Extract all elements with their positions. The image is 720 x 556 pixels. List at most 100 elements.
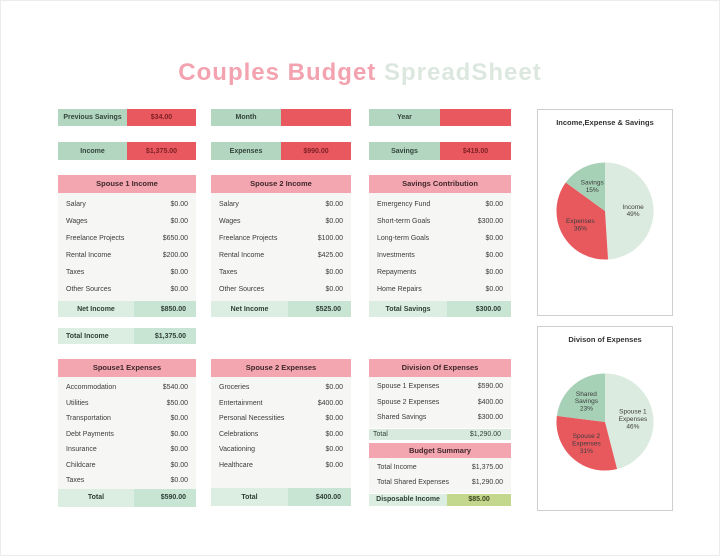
row-label: Short-term Goals [377,218,431,225]
spouse1-income-header: Spouse 1 Income [58,175,196,193]
income-kpi-value-cell[interactable]: $1,375.00 [127,142,196,160]
income-kpi-bar: Income $1,375.00 [58,142,196,160]
row-value-cell[interactable]: $0.00 [170,218,188,225]
row-label: Other Sources [219,286,265,293]
savings-contribution-table: Savings Contribution Emergency Fund $0.00… [369,175,511,317]
row-label: Home Repairs [377,286,422,293]
row-label: Taxes [66,269,85,276]
page-title: Couples Budget SpreadSheet [1,59,719,87]
table-row: Spouse 1 Expenses $590.00 [369,379,511,395]
row-label: Healthcare [219,461,253,469]
expenses-kpi-value-cell[interactable]: $990.00 [281,142,351,160]
row-value-cell[interactable]: $0.00 [485,252,503,259]
row-label: Spouse 2 Expenses [377,398,440,406]
row-value-cell[interactable]: $0.00 [170,430,188,438]
division-of-expenses-chart-panel: Divison of Expenses Spouse 1 Expenses 46% S… [537,326,673,511]
row-value-cell[interactable]: $1,375.00 [471,463,503,471]
row-value-cell[interactable]: $590.00 [477,383,503,391]
row-value-cell[interactable]: $0.00 [170,415,188,423]
table-row: Salary $0.00 [211,196,351,213]
total-value[interactable]: $400.00 [288,488,351,506]
previous-savings-value-cell[interactable]: $34.00 [127,109,196,126]
month-label: Month [211,109,281,126]
expenses-kpi-label: Expenses [211,142,281,160]
total-value[interactable]: $590.00 [133,488,196,507]
row-label: Accommodation [66,384,117,392]
row-value-cell[interactable]: $0.00 [325,201,343,208]
row-value-cell[interactable]: $0.00 [325,218,343,225]
row-value-cell[interactable]: $0.00 [485,286,503,293]
spouse2-expenses-table: Spouse 2 Expenses Groceries $0.00 Entertai… [211,359,351,506]
row-label: Salary [66,201,86,208]
row-value-cell[interactable]: $540.00 [162,384,188,392]
income-expense-savings-chart-panel: Income,Expense & Savings Income 49% Expens… [537,109,673,316]
division-and-summary-section: Division Of Expenses Spouse 1 Expenses $5… [369,359,511,506]
total-income-value[interactable]: $1,375.00 [133,328,196,344]
row-value-cell[interactable]: $0.00 [325,286,343,293]
row-value-cell[interactable]: $1,290.00 [471,479,503,487]
row-value-cell[interactable]: $100.00 [317,235,343,242]
row-label: Investments [377,252,415,259]
table-row: Childcare $0.00 [58,458,196,474]
row-value-cell[interactable]: $0.00 [325,269,343,276]
budget-summary-body: Total Income $1,375.00 Total Shared Expens… [369,457,511,493]
table-row: Transportation $0.00 [58,411,196,427]
row-value-cell[interactable]: $0.00 [170,269,188,276]
spouse1-expenses-total-row: Total $590.00 [58,488,196,507]
net-income-value[interactable]: $850.00 [133,301,196,317]
row-value-cell[interactable]: $0.00 [485,201,503,208]
total-income-label: Total Income [58,328,134,344]
row-value-cell[interactable]: $0.00 [325,461,343,469]
net-income-label: Net Income [211,301,288,317]
division-total-value[interactable]: $1,290.00 [469,430,501,438]
table-row: Emergency Fund $0.00 [369,196,511,213]
row-value-cell[interactable]: $400.00 [317,399,343,407]
row-value-cell[interactable]: $0.00 [170,446,188,454]
row-label: Rental Income [219,252,265,259]
row-value-cell[interactable]: $200.00 [162,252,188,259]
division-of-expenses-pie-chart: Spouse 1 Expenses 46% Spouse 2 Expenses 31% Sh… [556,373,654,471]
row-value-cell[interactable]: $400.00 [477,398,503,406]
row-value-cell[interactable]: $0.00 [485,269,503,276]
row-value-cell[interactable]: $0.00 [485,235,503,242]
table-row: Rental Income $425.00 [211,247,351,264]
spouse2-income-header: Spouse 2 Income [211,175,351,193]
month-value-cell[interactable] [281,109,351,126]
table-row: Repayments $0.00 [369,264,511,281]
row-value-cell[interactable]: $0.00 [325,415,343,423]
budget-summary-header: Budget Summary [369,442,511,458]
disposable-income-value[interactable]: $85.00 [447,493,511,506]
spouse1-income-total-row: Net Income $850.00 [58,301,196,317]
row-value-cell[interactable]: $300.00 [477,218,503,225]
row-value-cell[interactable]: $650.00 [162,235,188,242]
row-value-cell[interactable]: $0.00 [325,446,343,454]
pie-slice-shared-savings [556,373,605,422]
row-label: Salary [219,201,239,208]
row-value-cell[interactable]: $0.00 [170,286,188,293]
row-label: Childcare [66,461,96,469]
year-value-cell[interactable] [440,109,511,126]
table-row: Accommodation $540.00 [58,380,196,396]
row-value-cell[interactable]: $300.00 [477,414,503,422]
total-label: Total [58,488,134,507]
row-value-cell[interactable]: $0.00 [325,430,343,438]
chart1-title: Income,Expense & Savings [556,118,654,127]
row-value-cell[interactable]: $0.00 [170,461,188,469]
row-value-cell[interactable]: $0.00 [325,384,343,392]
row-value-cell[interactable]: $0.00 [170,201,188,208]
row-label: Taxes [219,269,238,276]
row-label: Spouse 1 Expenses [377,383,440,391]
row-value-cell[interactable]: $0.00 [170,477,188,485]
total-savings-label: Total Savings [369,301,448,317]
table-row: Celebrations $0.00 [211,427,351,443]
total-savings-value[interactable]: $300.00 [447,301,511,317]
income-kpi-label: Income [58,142,127,160]
net-income-value[interactable]: $525.00 [288,301,351,317]
table-row: Healthcare $0.00 [211,458,351,474]
previous-savings-bar: Previous Savings $34.00 [58,109,196,126]
division-of-expenses-body: Spouse 1 Expenses $590.00 Spouse 2 Expense… [369,377,511,428]
savings-kpi-value-cell[interactable]: $419.00 [440,142,511,160]
row-value-cell[interactable]: $425.00 [317,252,343,259]
table-row: Utilities $50.00 [58,396,196,412]
row-value-cell[interactable]: $50.00 [166,399,188,407]
